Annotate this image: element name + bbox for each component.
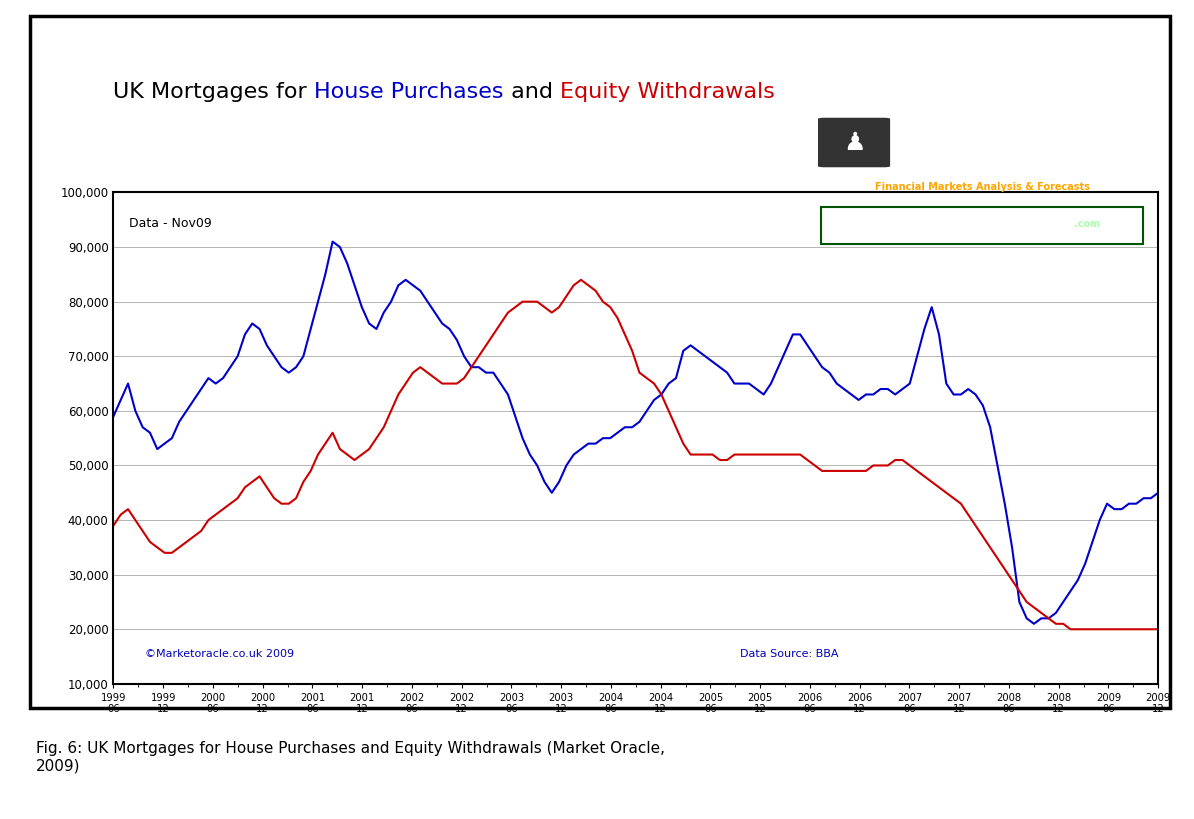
- Text: ©Marketoracle.co.uk 2009: ©Marketoracle.co.uk 2009: [144, 649, 294, 659]
- FancyBboxPatch shape: [818, 118, 891, 167]
- Text: Data - Nov09: Data - Nov09: [129, 217, 211, 230]
- Text: Equity Withdrawals: Equity Withdrawals: [560, 83, 775, 102]
- Text: MarketOracle.co.uk: MarketOracle.co.uk: [928, 132, 1089, 147]
- Text: WALAYAT STREET: WALAYAT STREET: [915, 217, 1050, 232]
- Text: and: and: [504, 83, 560, 102]
- Text: .com: .com: [1075, 219, 1100, 229]
- Text: Fig. 6: UK Mortgages for House Purchases and Equity Withdrawals (Market Oracle,
: Fig. 6: UK Mortgages for House Purchases…: [36, 741, 665, 774]
- Text: UK Mortgages for: UK Mortgages for: [113, 83, 314, 102]
- Text: House Purchases: House Purchases: [314, 83, 504, 102]
- Text: ♟: ♟: [843, 130, 866, 155]
- Text: Financial Markets Analysis & Forecasts: Financial Markets Analysis & Forecasts: [875, 182, 1089, 192]
- Text: Data Source: BBA: Data Source: BBA: [740, 649, 838, 659]
